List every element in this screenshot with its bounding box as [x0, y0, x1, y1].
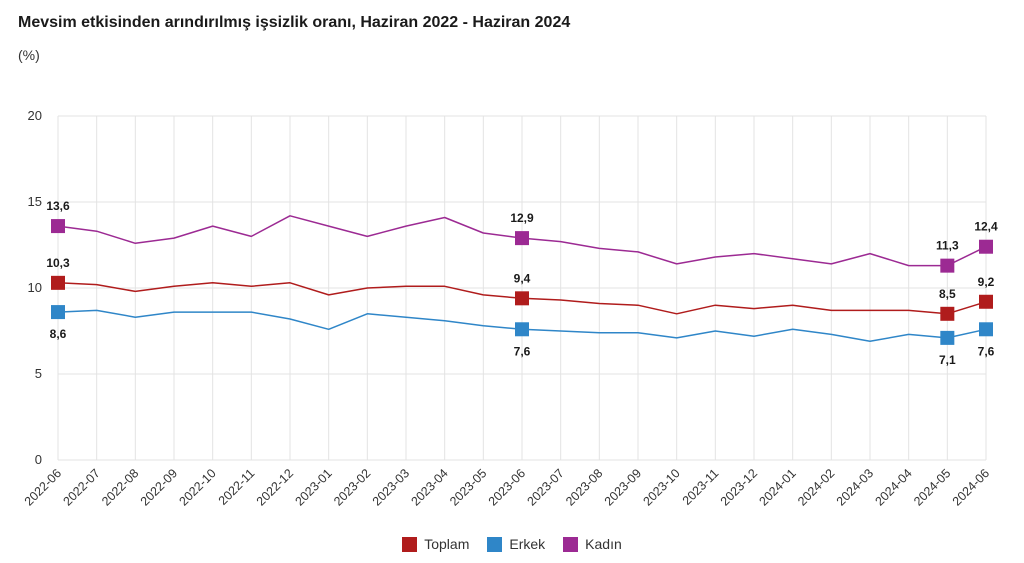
data-point-marker — [51, 305, 65, 320]
x-tick-label: 2023-10 — [640, 466, 682, 508]
x-tick-label: 2023-07 — [524, 466, 566, 508]
x-tick-label: 2023-09 — [602, 466, 644, 508]
data-label: 7,6 — [514, 344, 531, 358]
data-label: 12,9 — [510, 211, 534, 225]
data-point-marker — [51, 219, 65, 234]
x-tick-label: 2023-11 — [680, 466, 722, 508]
axes: 051015202022-062022-072022-082022-092022… — [22, 108, 992, 509]
x-tick-label: 2022-10 — [176, 466, 218, 508]
x-tick-label: 2024-02 — [795, 466, 837, 508]
data-point-marker — [979, 322, 993, 337]
data-point-marker — [51, 275, 65, 290]
data-point-marker — [979, 294, 993, 309]
data-label: 13,6 — [46, 199, 70, 213]
data-label: 8,6 — [50, 327, 67, 341]
legend-label: Toplam — [424, 536, 470, 552]
data-label: 11,3 — [936, 239, 959, 253]
data-point-marker — [940, 330, 955, 345]
data-label: 9,2 — [978, 275, 995, 289]
data-point-marker — [940, 258, 955, 273]
x-tick-label: 2023-06 — [486, 466, 528, 508]
x-tick-label: 2024-05 — [911, 466, 953, 508]
chart-title: Mevsim etkisinden arındırılmış işsizlik … — [18, 14, 571, 31]
x-tick-label: 2023-08 — [563, 466, 605, 508]
legend-label: Erkek — [509, 536, 546, 552]
series-markers — [51, 219, 993, 345]
data-label: 8,5 — [939, 287, 956, 301]
data-label: 12,4 — [974, 220, 998, 234]
grid — [57, 115, 987, 461]
y-tick-label: 0 — [35, 452, 42, 467]
x-tick-label: 2022-11 — [216, 466, 258, 508]
legend-swatch — [487, 536, 503, 552]
x-tick-label: 2024-04 — [872, 466, 914, 508]
x-tick-label: 2022-08 — [99, 466, 141, 508]
legend-item-erkek[interactable]: Erkek — [487, 536, 545, 552]
x-tick-label: 2022-09 — [138, 466, 180, 508]
data-label: 9,4 — [514, 271, 531, 285]
x-tick-label: 2022-12 — [254, 466, 296, 508]
legend-swatch — [402, 536, 418, 552]
x-tick-label: 2023-04 — [408, 466, 450, 508]
x-tick-label: 2024-01 — [756, 466, 798, 508]
x-tick-label: 2023-01 — [292, 466, 334, 508]
legend-item-toplam[interactable]: Toplam — [402, 536, 469, 552]
x-tick-label: 2023-05 — [447, 466, 489, 508]
x-tick-label: 2023-03 — [370, 466, 412, 508]
data-point-marker — [515, 231, 529, 246]
data-label: 7,1 — [939, 353, 956, 367]
y-tick-label: 10 — [28, 280, 42, 295]
x-tick-label: 2024-03 — [834, 466, 876, 508]
x-tick-label: 2023-12 — [718, 466, 760, 508]
data-point-marker — [979, 239, 993, 254]
chart-subtitle: (%) — [18, 47, 40, 63]
y-tick-label: 20 — [28, 108, 42, 123]
data-point-marker — [515, 291, 529, 306]
data-labels: 13,6 10,3 8,6 12,9 9,4 7,6 11,3 8,5 7,1 12,4 9,2 7,… — [46, 199, 998, 367]
data-point-marker — [940, 306, 955, 321]
data-label: 7,6 — [978, 344, 995, 358]
data-point-marker — [515, 322, 529, 337]
legend-item-kadın[interactable]: Kadın — [563, 536, 622, 552]
legend: Toplam Erkek Kadın — [0, 536, 1024, 552]
x-tick-label: 2022-07 — [60, 466, 102, 508]
legend-swatch — [563, 536, 579, 552]
data-label: 10,3 — [46, 256, 70, 270]
legend-label: Kadın — [585, 536, 622, 552]
x-tick-label: 2023-02 — [331, 466, 373, 508]
y-tick-label: 5 — [35, 366, 42, 381]
x-tick-label: 2024-06 — [950, 466, 992, 508]
y-tick-label: 15 — [28, 194, 42, 209]
x-tick-label: 2022-06 — [22, 466, 64, 508]
